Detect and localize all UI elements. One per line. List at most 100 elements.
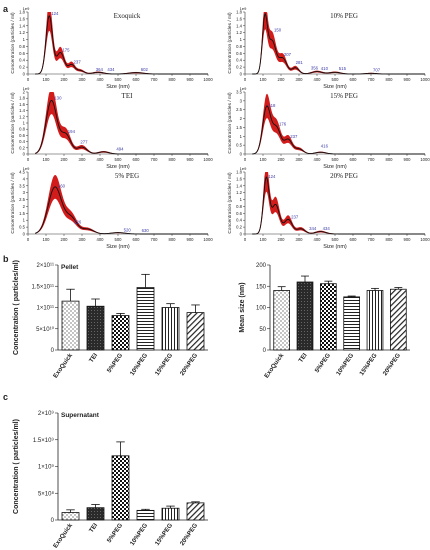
peak-label: 416 [321,144,329,149]
y-tick-label: 1.2 [236,30,242,35]
y-tick-label: 1.8 [236,170,242,175]
y-axis-label: Mean size (nm) [239,282,246,332]
y-tick-label: 0 [240,152,243,157]
x-tick-label: 200 [61,77,69,82]
y-unit-label: 1e9 [23,166,30,171]
peak-label: 277 [80,140,88,145]
y-axis-label: Concentration (particles / ml) [227,12,233,74]
x-tick-label: 300 [296,237,304,242]
bar [61,300,80,351]
x-tick-label: 20%PEG [179,352,199,377]
y-tick-label: 0.4 [236,58,242,63]
nta-chart: 0 0.2 0.4 0.6 0.8 1 1.2 1.4 1.61.8 0 100 200 300 400 5… [227,6,430,90]
y-tick-label: 0 [23,232,26,237]
y-tick-label: 1.6 [236,176,242,181]
y-tick-label: 1.6 [19,102,25,107]
x-tick-label: 100 [43,77,51,82]
x-axis-label: Size (nm) [106,244,130,250]
y-tick-label: 0.6 [236,211,242,216]
peak-label: 602 [141,67,149,72]
x-tick-label: 100 [43,157,51,162]
x-tick-label: 500 [115,77,123,82]
x-tick-label: 800 [169,77,177,82]
y-tick-label: 100 [256,306,267,312]
y-tick-label: 1×10⁹ [38,464,55,471]
x-tick-label: 10%PEG [129,522,149,547]
x-tick-label: 100 [260,77,268,82]
y-tick-label: 1.4 [236,23,242,28]
bar [186,502,205,521]
y-tick-label: 0.5 [19,225,25,230]
y-tick-label: 1.8 [236,10,242,15]
bar-chart-title: Supernatant [61,412,100,419]
peak-label: 434 [107,67,115,72]
peak-label: 175 [62,48,70,53]
bar-chart: 0 5×10⁸ 1×10⁹ 1.5×10⁹ 2×10⁹ Supernatant Concen… [13,410,208,550]
x-axis-label: Size (nm) [106,84,130,90]
mean-line [252,176,425,235]
y-axis-label: Concentration ( particles/ml) [13,260,20,355]
bar-chart: 0 5×10¹⁰ 1×10¹¹ 1.5×10¹¹ 2×10¹¹ Pellet Concent… [13,260,208,380]
x-tick-label: 900 [187,237,195,242]
x-tick-label: 5%PEG [106,352,124,374]
peak-label: 364 [96,67,104,72]
y-tick-label: 0.8 [236,44,242,49]
x-tick-label: 1000 [420,237,430,242]
error-band [35,12,209,74]
nta-chart: 0 0.5 1 1.5 2 2.5 3 3.5 0 100 200 300 400 500 600 700 80… [227,86,430,170]
x-tick-label: 500 [332,157,340,162]
x-axis-label: Size (nm) [323,164,347,170]
x-axis-label: Size (nm) [323,84,347,90]
bar-chart: 0 50 100 150 200 Mean size (nm) ExoQuick TEI 5%P… [239,263,410,380]
peak-label: 226 [74,219,82,224]
error-band [252,172,425,234]
x-tick-label: 400 [314,157,322,162]
y-tick-label: 1.2 [19,30,25,35]
x-tick-label: 400 [97,237,105,242]
x-tick-label: 100 [260,157,268,162]
y-tick-label: 0.6 [19,51,25,56]
y-axis-label: Concentration (particles / ml) [10,12,16,74]
x-tick-label: 700 [151,237,159,242]
y-axis-label: Concentration (particles / ml) [10,92,16,154]
bar [61,512,80,521]
x-tick-label: ExoQuick [52,352,74,380]
y-tick-label: 50 [259,327,266,333]
x-tick-label: 500 [332,237,340,242]
x-tick-label: 700 [151,157,159,162]
peak-label: 124 [268,174,276,179]
x-tick-label: 300 [79,77,87,82]
y-tick-label: 0.4 [19,139,25,144]
y-tick-label: 0.6 [236,51,242,56]
x-tick-label: 500 [115,157,123,162]
bar [366,290,384,351]
nta-chart-title: 15% PEG [330,92,358,100]
nta-chart-title: Exoquick [114,12,141,20]
x-tick-label: TEI [88,522,99,534]
x-tick-label: 0 [244,157,247,162]
y-tick-label: 0 [263,348,267,354]
peak-label: 237 [74,59,82,64]
y-tick-label: 0.8 [236,204,242,209]
y-tick-label: 0.4 [19,58,25,63]
y-tick-label: 3.5 [236,90,242,95]
y-tick-label: 1.5 [19,211,25,216]
x-tick-label: 900 [404,77,412,82]
x-tick-label: 200 [61,237,69,242]
y-tick-label: 1 [23,121,26,126]
x-tick-label: 400 [97,157,105,162]
x-tick-label: 900 [187,77,195,82]
x-tick-label: 700 [368,77,376,82]
y-axis-label: Concentration ( particles/ml) [13,419,20,514]
x-tick-label: 600 [133,77,141,82]
y-tick-label: 1.2 [236,190,242,195]
peak-label: 434 [323,226,331,231]
x-tick-label: 900 [404,157,412,162]
x-tick-label: 10%PEG [129,352,149,377]
y-unit-label: 1e9 [23,6,30,11]
y-tick-label: 0.8 [19,127,25,132]
peak-label: 130 [54,96,62,101]
bar [319,283,337,351]
y-tick-label: 4 [23,176,26,181]
y-tick-label: 1 [240,197,243,202]
